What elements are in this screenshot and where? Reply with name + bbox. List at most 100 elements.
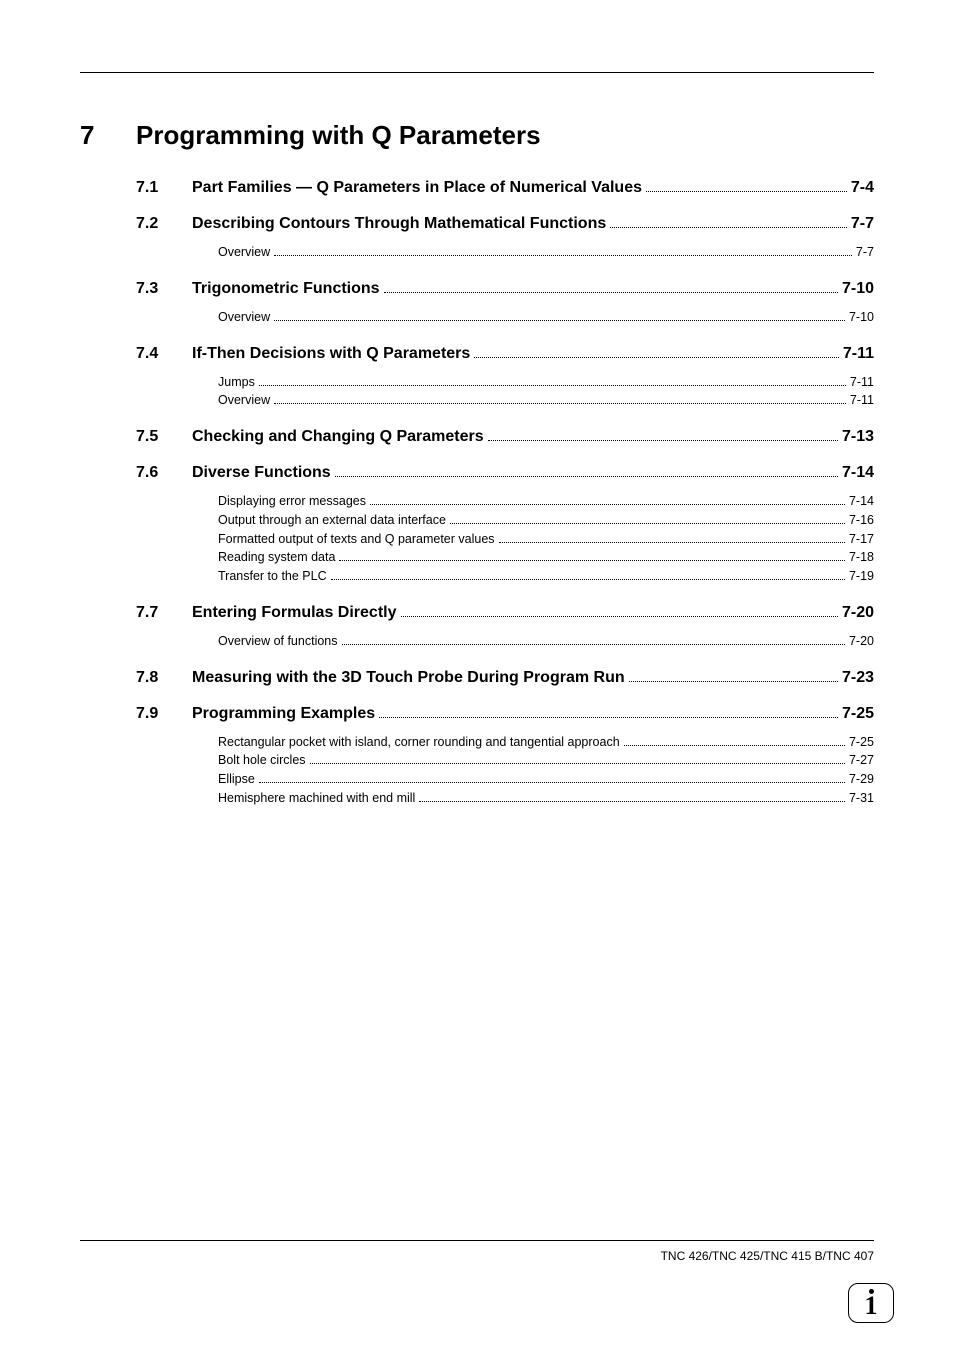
subsection-row: Formatted output of texts and Q paramete… — [218, 530, 874, 549]
subsection-label: Reading system data — [218, 548, 335, 567]
chapter-title: Programming with Q Parameters — [136, 120, 541, 151]
leader-dots — [379, 717, 838, 718]
subsection-page: 7-17 — [849, 530, 874, 549]
leader-dots — [342, 644, 845, 645]
subsection-list: Jumps 7-11Overview 7-11 — [218, 373, 874, 411]
section-page: 7-23 — [842, 669, 874, 687]
section-number: 7.1 — [136, 179, 192, 197]
section-body: Part Families — Q Parameters in Place of… — [192, 179, 874, 197]
leader-dots — [274, 320, 845, 321]
section-number: 7.2 — [136, 215, 192, 262]
section-page: 7-4 — [851, 179, 874, 197]
section-title: Diverse Functions — [192, 464, 331, 482]
subsection-row: Bolt hole circles 7-27 — [218, 751, 874, 770]
subsection-row: Output through an external data interfac… — [218, 511, 874, 530]
subsection-label: Hemisphere machined with end mill — [218, 789, 415, 808]
section-title-row: Part Families — Q Parameters in Place of… — [192, 179, 874, 197]
subsection-page: 7-10 — [849, 308, 874, 327]
section-title-row: Programming Examples 7-25 — [192, 705, 874, 723]
subsection-page: 7-27 — [849, 751, 874, 770]
chapter-heading: 7 Programming with Q Parameters — [80, 120, 874, 151]
toc-section: 7.6Diverse Functions 7-14Displaying erro… — [136, 464, 874, 586]
section-title: Part Families — Q Parameters in Place of… — [192, 179, 642, 197]
chapter-number: 7 — [80, 120, 136, 151]
section-body: Programming Examples 7-25Rectangular poc… — [192, 705, 874, 808]
toc-section: 7.8Measuring with the 3D Touch Probe Dur… — [136, 669, 874, 687]
subsection-list: Displaying error messages 7-14Output thr… — [218, 492, 874, 586]
leader-dots — [488, 440, 838, 441]
toc-section: 7.4If-Then Decisions with Q Parameters 7… — [136, 345, 874, 411]
footer-text: TNC 426/TNC 425/TNC 415 B/TNC 407 — [661, 1249, 874, 1263]
leader-dots — [274, 255, 852, 256]
leader-dots — [629, 681, 838, 682]
top-rule — [80, 72, 874, 73]
leader-dots — [370, 504, 845, 505]
section-body: Trigonometric Functions 7-10Overview 7-1… — [192, 280, 874, 327]
subsection-row: Displaying error messages 7-14 — [218, 492, 874, 511]
subsection-page: 7-18 — [849, 548, 874, 567]
info-dot — [869, 1289, 874, 1294]
subsection-label: Ellipse — [218, 770, 255, 789]
section-number: 7.7 — [136, 604, 192, 651]
toc-section: 7.7Entering Formulas Directly 7-20Overvi… — [136, 604, 874, 651]
section-page: 7-20 — [842, 604, 874, 622]
subsection-list: Overview of functions 7-20 — [218, 632, 874, 651]
subsection-label: Formatted output of texts and Q paramete… — [218, 530, 495, 549]
section-title: Programming Examples — [192, 705, 375, 723]
subsection-row: Overview 7-11 — [218, 391, 874, 410]
subsection-row: Overview of functions 7-20 — [218, 632, 874, 651]
subsection-page: 7-11 — [850, 373, 874, 392]
subsection-label: Overview of functions — [218, 632, 338, 651]
subsection-row: Ellipse 7-29 — [218, 770, 874, 789]
subsection-label: Bolt hole circles — [218, 751, 306, 770]
subsection-row: Hemisphere machined with end mill 7-31 — [218, 789, 874, 808]
leader-dots — [474, 357, 839, 358]
subsection-list: Overview 7-10 — [218, 308, 874, 327]
subsection-label: Output through an external data interfac… — [218, 511, 446, 530]
subsection-page: 7-29 — [849, 770, 874, 789]
subsection-list: Overview 7-7 — [218, 243, 874, 262]
leader-dots — [259, 782, 845, 783]
section-number: 7.6 — [136, 464, 192, 586]
subsection-row: Overview 7-7 — [218, 243, 874, 262]
leader-dots — [610, 227, 847, 228]
section-title-row: Measuring with the 3D Touch Probe During… — [192, 669, 874, 687]
subsection-label: Displaying error messages — [218, 492, 366, 511]
subsection-label: Transfer to the PLC — [218, 567, 327, 586]
subsection-row: Jumps 7-11 — [218, 373, 874, 392]
section-page: 7-10 — [842, 280, 874, 298]
section-body: If-Then Decisions with Q Parameters 7-11… — [192, 345, 874, 411]
leader-dots — [419, 801, 845, 802]
toc-section: 7.1Part Families — Q Parameters in Place… — [136, 179, 874, 197]
section-number: 7.4 — [136, 345, 192, 411]
subsection-page: 7-25 — [849, 733, 874, 752]
section-number: 7.8 — [136, 669, 192, 687]
leader-dots — [624, 745, 845, 746]
subsection-page: 7-7 — [856, 243, 874, 262]
section-page: 7-14 — [842, 464, 874, 482]
subsection-page: 7-14 — [849, 492, 874, 511]
section-title-row: Checking and Changing Q Parameters 7-13 — [192, 428, 874, 446]
subsection-row: Transfer to the PLC 7-19 — [218, 567, 874, 586]
toc-section: 7.9Programming Examples 7-25Rectangular … — [136, 705, 874, 808]
info-icon: 1 — [848, 1283, 894, 1323]
section-page: 7-11 — [843, 345, 874, 363]
section-number: 7.9 — [136, 705, 192, 808]
leader-dots — [335, 476, 838, 477]
section-body: Entering Formulas Directly 7-20Overview … — [192, 604, 874, 651]
section-title: Entering Formulas Directly — [192, 604, 397, 622]
section-number: 7.3 — [136, 280, 192, 327]
section-body: Describing Contours Through Mathematical… — [192, 215, 874, 262]
section-body: Checking and Changing Q Parameters 7-13 — [192, 428, 874, 446]
leader-dots — [339, 560, 845, 561]
toc-section: 7.2Describing Contours Through Mathemati… — [136, 215, 874, 262]
leader-dots — [274, 403, 846, 404]
section-body: Measuring with the 3D Touch Probe During… — [192, 669, 874, 687]
section-title-row: Entering Formulas Directly 7-20 — [192, 604, 874, 622]
subsection-page: 7-20 — [849, 632, 874, 651]
subsection-label: Jumps — [218, 373, 255, 392]
section-title: Checking and Changing Q Parameters — [192, 428, 484, 446]
toc-section: 7.5Checking and Changing Q Parameters 7-… — [136, 428, 874, 446]
section-title: Trigonometric Functions — [192, 280, 380, 298]
leader-dots — [384, 292, 838, 293]
